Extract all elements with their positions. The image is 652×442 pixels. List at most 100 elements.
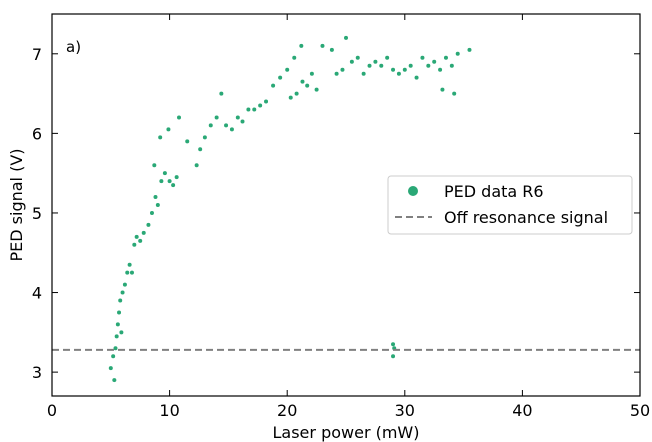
data-point xyxy=(252,107,257,112)
y-tick-label: 5 xyxy=(32,204,42,223)
axis-ticks: 0 10 20 30 40 50 3 4 5 6 7 xyxy=(32,14,650,420)
data-point xyxy=(174,175,179,180)
data-point xyxy=(288,95,293,100)
data-point xyxy=(309,71,314,76)
data-point xyxy=(438,67,443,72)
data-point xyxy=(214,115,219,120)
data-point xyxy=(320,43,325,48)
data-point xyxy=(153,195,158,200)
legend-entry-ped-data: PED data R6 xyxy=(444,182,544,201)
data-point xyxy=(452,91,457,96)
data-point xyxy=(141,230,146,235)
data-point xyxy=(432,59,437,64)
data-point xyxy=(125,270,130,275)
data-point xyxy=(246,107,251,112)
data-point xyxy=(111,354,116,359)
data-point xyxy=(155,203,160,207)
data-point xyxy=(122,282,127,287)
data-point xyxy=(285,67,290,72)
y-tick-label: 7 xyxy=(32,45,42,64)
data-point xyxy=(271,83,276,88)
data-point xyxy=(391,67,396,72)
data-point xyxy=(167,179,172,184)
data-point xyxy=(334,71,339,76)
data-point xyxy=(240,119,245,124)
y-tick-label: 6 xyxy=(32,124,42,143)
data-point xyxy=(224,123,229,128)
data-point xyxy=(117,310,122,315)
y-tick-label: 4 xyxy=(32,284,42,303)
data-point xyxy=(162,171,167,176)
data-point xyxy=(112,378,117,383)
data-point xyxy=(292,55,297,60)
data-point xyxy=(385,55,390,60)
data-point xyxy=(329,47,334,52)
data-point xyxy=(149,210,154,215)
data-point xyxy=(305,83,310,88)
data-point xyxy=(118,298,123,303)
data-point xyxy=(177,115,182,120)
y-axis-label: PED signal (V) xyxy=(7,148,26,261)
data-point xyxy=(449,63,454,68)
data-point xyxy=(440,87,445,92)
data-point xyxy=(198,147,203,152)
data-point xyxy=(134,234,139,239)
data-point xyxy=(402,67,407,72)
data-point xyxy=(349,59,354,64)
data-point xyxy=(355,55,360,60)
data-point xyxy=(158,135,163,140)
data-point xyxy=(129,270,134,275)
data-point xyxy=(344,35,348,40)
data-point xyxy=(420,55,425,60)
x-tick-label: 0 xyxy=(47,401,57,420)
x-tick-label: 10 xyxy=(159,401,179,420)
data-point xyxy=(138,238,143,243)
x-tick-label: 20 xyxy=(277,401,297,420)
data-point xyxy=(113,346,118,351)
x-tick-label: 40 xyxy=(512,401,532,420)
data-point xyxy=(208,123,213,128)
legend-entry-off-resonance: Off resonance signal xyxy=(444,208,608,227)
data-point xyxy=(373,59,378,64)
legend: PED data R6 Off resonance signal xyxy=(387,175,633,235)
data-point xyxy=(426,63,431,68)
data-point xyxy=(166,127,171,132)
data-point xyxy=(367,63,372,68)
data-point xyxy=(455,51,460,56)
legend-marker-ped-data xyxy=(408,186,418,196)
data-point xyxy=(264,99,269,104)
data-point xyxy=(159,179,164,184)
data-point xyxy=(202,135,207,140)
data-point xyxy=(278,75,283,80)
y-tick-label: 3 xyxy=(32,363,42,382)
data-point xyxy=(408,63,413,68)
plot-marks xyxy=(52,35,640,383)
x-axis-label: Laser power (mW) xyxy=(273,423,420,442)
data-point xyxy=(185,139,190,144)
data-point xyxy=(379,63,384,68)
data-point xyxy=(146,222,151,227)
data-point xyxy=(294,91,299,96)
panel-label: a) xyxy=(66,38,81,56)
data-point xyxy=(152,163,157,168)
data-point xyxy=(115,322,120,327)
data-point xyxy=(132,242,137,247)
x-tick-label: 30 xyxy=(395,401,415,420)
data-point xyxy=(340,67,345,72)
legend-box xyxy=(387,175,633,235)
data-point xyxy=(120,290,125,295)
data-point xyxy=(108,366,113,371)
data-point xyxy=(396,71,401,76)
x-tick-label: 50 xyxy=(630,401,650,420)
data-point xyxy=(219,91,224,96)
data-point xyxy=(467,47,472,52)
data-point xyxy=(194,163,199,168)
data-point xyxy=(391,354,396,359)
data-point xyxy=(127,262,132,267)
data-point xyxy=(391,342,396,347)
data-point xyxy=(300,79,305,84)
data-point xyxy=(299,43,304,48)
data-point xyxy=(235,115,240,120)
data-point xyxy=(361,71,366,76)
